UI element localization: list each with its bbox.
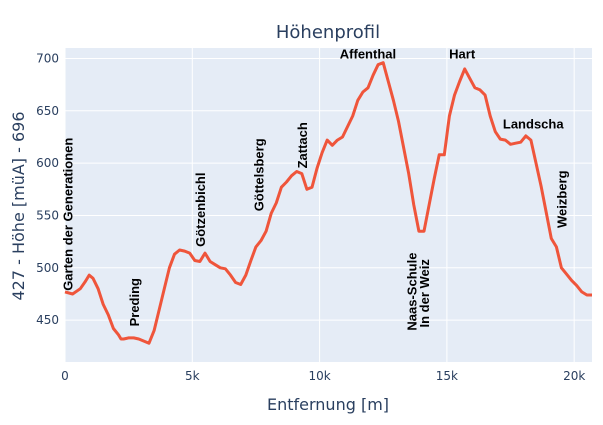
x-axis-title: Entfernung [m] (267, 395, 389, 414)
plot-area: Garten der Generationen Preding Götzenbich… (61, 46, 592, 362)
place-annotation: Naas-Schule (404, 253, 419, 331)
place-annotation: Affenthal (340, 46, 396, 61)
y-tick-label: 600 (36, 156, 59, 170)
place-annotation: Garten der Generationen (61, 138, 76, 291)
y-tick-label: 500 (36, 261, 59, 275)
y-gridlines (65, 57, 592, 321)
x-tick-label: 0 (61, 369, 69, 383)
place-annotations: Garten der Generationen Preding Götzenbich… (61, 46, 570, 330)
y-tick-label: 650 (36, 104, 59, 118)
y-axis-title: 427 - Höhe [müA] - 696 (9, 111, 28, 300)
y-tick-label: 450 (36, 313, 59, 327)
plot-background (65, 48, 592, 362)
x-gridlines (64, 48, 575, 362)
place-annotation: Göttelsberg (252, 138, 267, 211)
y-tick-label: 700 (36, 51, 59, 65)
x-tick-label: 5k (185, 369, 200, 383)
chart-title: Höhenprofil (276, 22, 380, 43)
elevation-line[interactable] (64, 61, 592, 345)
y-axis-ticks: 450 500 550 600 650 700 (36, 51, 59, 327)
x-tick-label: 20k (563, 369, 585, 383)
place-annotation: Weizberg (555, 170, 570, 228)
place-annotation: Götzenbichl (193, 173, 208, 247)
place-annotation: Zattach (295, 122, 310, 168)
x-tick-label: 15k (436, 369, 458, 383)
place-annotation: Hart (449, 46, 476, 61)
x-axis-ticks: 0 5k 10k 15k 20k (61, 369, 585, 383)
place-annotation: Landscha (503, 117, 564, 132)
place-annotation: In der Weiz (417, 259, 432, 328)
y-tick-label: 550 (36, 208, 59, 222)
place-annotation: Preding (127, 278, 142, 326)
x-tick-label: 10k (308, 369, 330, 383)
